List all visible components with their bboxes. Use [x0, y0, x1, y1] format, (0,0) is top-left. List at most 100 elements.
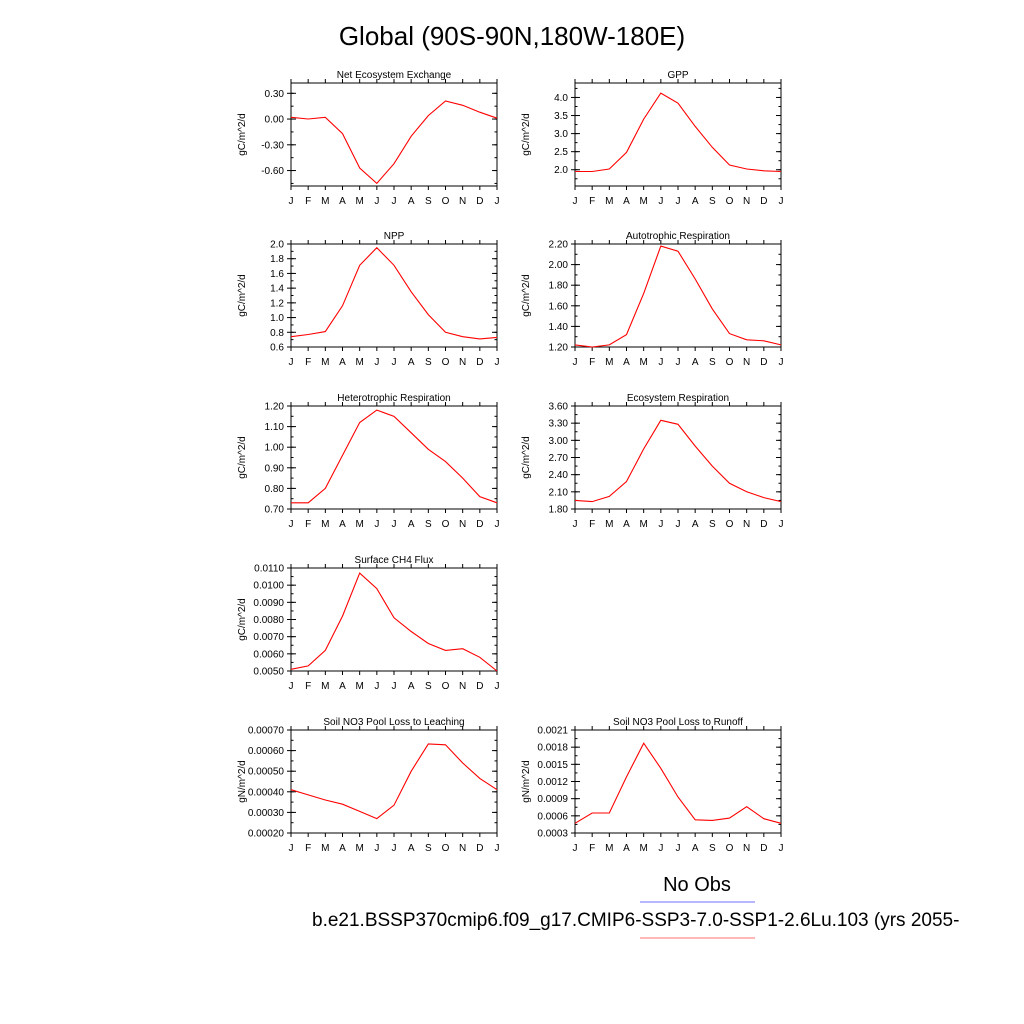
plot-frame [574, 729, 782, 834]
x-tick-label: A [623, 196, 630, 207]
y-tick-label: 1.40 [549, 322, 569, 333]
y-tick-label: 1.6 [270, 269, 284, 280]
plot-frame [574, 82, 782, 187]
series-line [574, 245, 782, 348]
y-axis-label: gC/m^2/d [237, 598, 248, 641]
x-tick-label: S [425, 681, 432, 692]
x-tick-label: J [658, 843, 663, 854]
plot-frame [290, 243, 498, 348]
x-tick-label: O [442, 681, 450, 692]
y-axis-label: gN/m^2/d [237, 760, 248, 803]
x-tick-label: N [459, 843, 466, 854]
y-tick-label: 0.0050 [253, 667, 284, 678]
x-tick-label: F [305, 519, 311, 530]
x-tick-label: M [605, 843, 613, 854]
x-tick-label: S [425, 196, 432, 207]
y-tick-label: 0.0110 [254, 564, 284, 575]
y-tick-label: 1.8 [270, 254, 284, 265]
x-tick-label: D [476, 196, 483, 207]
x-tick-label: N [459, 196, 466, 207]
x-tick-label: M [605, 196, 613, 207]
chart-title: NPP [384, 231, 405, 242]
x-tick-label: D [476, 843, 483, 854]
y-tick-label: 1.4 [270, 284, 284, 295]
y-tick-label: 0.00060 [248, 746, 285, 757]
y-tick-label: 0.0009 [537, 794, 568, 805]
y-tick-label: 0.00040 [248, 787, 285, 798]
y-tick-label: 2.5 [554, 147, 568, 158]
y-tick-label: 0.70 [265, 505, 285, 516]
y-tick-label: 0.0012 [537, 777, 568, 788]
y-tick-label: 0.0018 [537, 743, 568, 754]
plot-frame [574, 405, 782, 510]
chart-panel-soil-no3-pool-loss-to-runoff: Soil NO3 Pool Loss to Runoff gN/m^2/d 0.00… [521, 717, 784, 854]
x-tick-label: A [339, 843, 346, 854]
y-tick-label: 2.00 [549, 260, 569, 271]
y-tick-label: 0.8 [270, 328, 284, 339]
y-tick-label: 2.20 [549, 240, 569, 251]
x-tick-label: O [442, 196, 450, 207]
x-tick-label: O [726, 843, 734, 854]
y-tick-label: 3.5 [554, 111, 568, 122]
x-tick-label: A [408, 196, 415, 207]
plot-frame [290, 405, 498, 510]
x-tick-label: F [305, 843, 311, 854]
x-tick-label: J [495, 196, 500, 207]
legend-obs-label: No Obs [663, 874, 731, 896]
x-tick-label: M [605, 519, 613, 530]
x-tick-label: A [339, 519, 346, 530]
x-tick-label: J [495, 843, 500, 854]
y-tick-label: 1.60 [549, 301, 569, 312]
chart-panel-autotrophic-respiration: Autotrophic Respiration gC/m^2/d 2.20 2.00 1… [521, 231, 784, 368]
plot-frame [290, 729, 498, 834]
y-tick-label: 0.00 [265, 115, 285, 126]
x-tick-label: M [639, 196, 647, 207]
x-tick-label: J [658, 196, 663, 207]
chart-title: Ecosystem Respiration [627, 393, 729, 404]
x-tick-label: J [573, 357, 578, 368]
series-line [575, 92, 782, 173]
x-tick-label: D [476, 519, 483, 530]
x-tick-label: J [289, 681, 294, 692]
x-tick-label: O [442, 357, 450, 368]
x-tick-label: D [476, 357, 483, 368]
x-tick-label: N [743, 843, 750, 854]
series-line [574, 419, 782, 503]
x-tick-label: O [726, 519, 734, 530]
x-tick-label: J [658, 519, 663, 530]
chart-panel-net-ecosystem-exchange: Net Ecosystem Exchange gC/m^2/d 0.30 0.00 -0… [237, 70, 500, 207]
y-tick-label: 0.0015 [537, 760, 568, 771]
x-tick-label: N [459, 357, 466, 368]
y-tick-label: 0.00020 [248, 829, 285, 840]
x-tick-label: M [605, 357, 613, 368]
x-tick-label: M [639, 843, 647, 854]
x-tick-label: A [623, 843, 630, 854]
x-tick-label: A [623, 357, 630, 368]
x-tick-label: A [408, 519, 415, 530]
x-tick-label: A [692, 843, 699, 854]
x-tick-label: A [339, 196, 346, 207]
x-tick-label: A [408, 357, 415, 368]
x-tick-label: J [374, 357, 379, 368]
y-tick-label: 0.0080 [253, 615, 284, 626]
x-tick-label: F [589, 196, 595, 207]
x-tick-label: J [573, 519, 578, 530]
x-tick-label: F [589, 843, 595, 854]
series-line [574, 742, 782, 824]
y-tick-label: 1.0 [270, 313, 284, 324]
x-tick-label: N [459, 519, 466, 530]
x-tick-label: J [779, 357, 784, 368]
y-tick-label: 2.40 [549, 470, 569, 481]
series-line [290, 100, 498, 185]
legend-model-label: b.e21.BSSP370cmip6.f09_g17.CMIP6-SSP3-7.… [312, 910, 959, 931]
chart-panel-soil-no3-pool-loss-to-leaching: Soil NO3 Pool Loss to LeachinggN/m^2/d0.… [237, 717, 500, 854]
y-tick-label: 0.0070 [253, 632, 284, 643]
x-tick-label: F [589, 519, 595, 530]
x-tick-label: M [355, 843, 363, 854]
y-tick-label: 1.80 [549, 281, 569, 292]
x-tick-label: J [374, 196, 379, 207]
y-tick-label: 1.80 [549, 505, 569, 516]
x-tick-label: S [709, 519, 716, 530]
x-tick-label: J [495, 357, 500, 368]
y-tick-label: 3.60 [549, 402, 569, 413]
